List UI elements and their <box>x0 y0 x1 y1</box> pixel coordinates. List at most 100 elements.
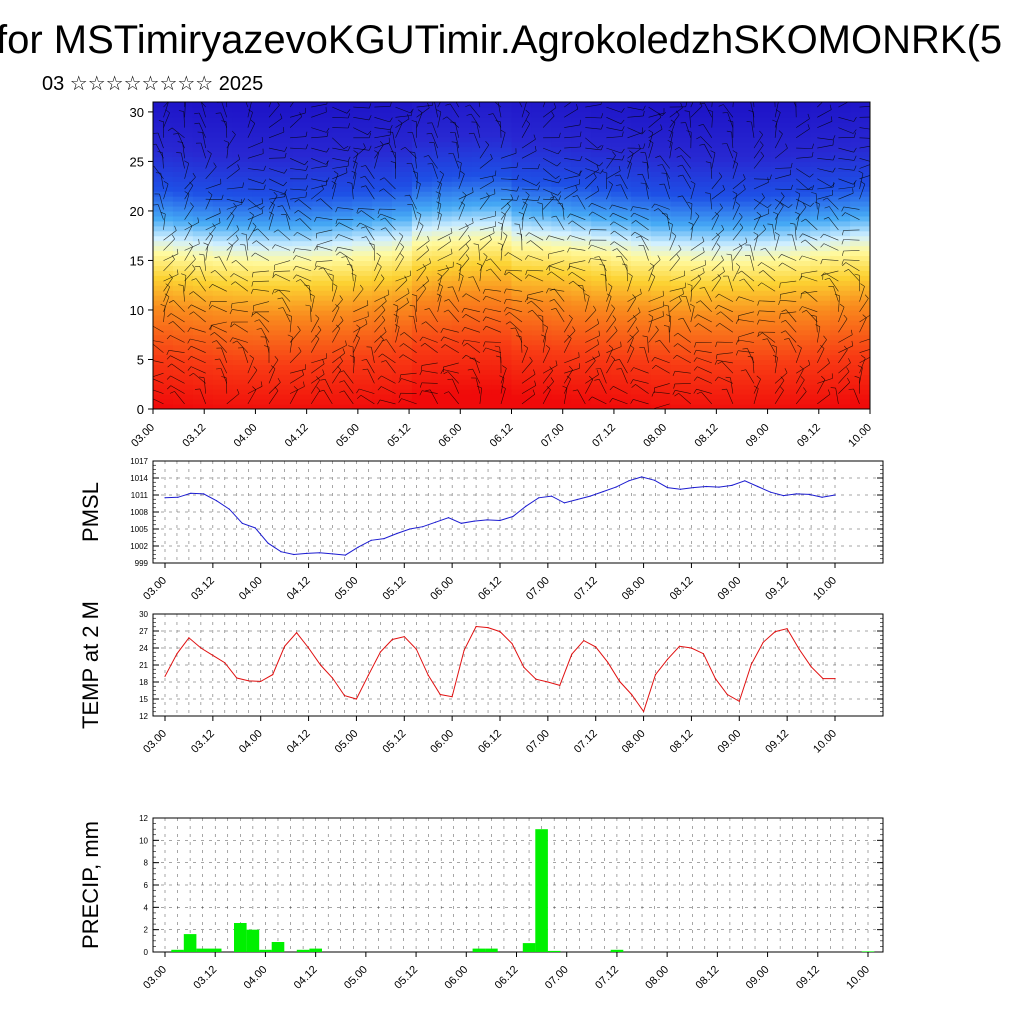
wind-barb-feather <box>468 234 471 240</box>
color-cell <box>670 111 692 118</box>
color-cell <box>312 359 333 366</box>
wind-barb-feather <box>721 255 724 261</box>
wind-barb-feather <box>349 355 355 358</box>
color-cell <box>192 344 214 351</box>
wind-barb <box>421 362 438 366</box>
wind-barb <box>543 178 559 184</box>
wind-barb-feather <box>714 376 719 381</box>
color-cell <box>292 146 313 153</box>
color-cell <box>670 230 692 237</box>
color-cell <box>631 121 652 128</box>
wind-barb-feather <box>270 365 276 369</box>
color-cell <box>810 102 831 108</box>
color-cell <box>491 210 513 217</box>
color-cell <box>372 220 393 227</box>
x-tick-label: 04.12 <box>292 964 320 992</box>
wind-barb-feather <box>252 240 257 244</box>
wind-barb-feather <box>309 293 315 297</box>
wind-barb <box>431 133 438 149</box>
color-cell <box>810 235 831 242</box>
color-cell <box>571 250 592 257</box>
color-cell <box>810 389 831 395</box>
wind-barb-feather <box>482 295 487 301</box>
color-cell <box>471 205 493 212</box>
wind-barb-feather <box>230 273 235 278</box>
color-cell <box>411 161 433 167</box>
wind-barb <box>548 265 565 272</box>
color-cell <box>232 205 254 212</box>
wind-barb <box>485 325 502 333</box>
wind-barb-feather <box>776 109 781 113</box>
wind-barb-feather <box>630 379 634 385</box>
color-cell <box>431 131 453 138</box>
color-cell <box>770 102 791 108</box>
wind-barb <box>353 316 369 323</box>
wind-barb <box>332 172 348 180</box>
color-cell <box>810 191 831 197</box>
color-cell <box>631 280 652 286</box>
wind-barb-feather <box>357 210 362 214</box>
precip-bar <box>472 948 486 952</box>
color-cell <box>172 384 194 390</box>
color-cell <box>850 260 870 266</box>
color-cell <box>850 300 870 306</box>
color-cell <box>591 300 612 306</box>
wind-barb <box>817 102 823 108</box>
wind-barb-feather <box>347 113 351 119</box>
wind-barb-feather <box>842 250 844 256</box>
color-cell <box>710 280 732 286</box>
color-cell <box>611 290 632 296</box>
color-cell <box>531 220 552 227</box>
color-cell <box>511 111 533 118</box>
color-cell <box>212 146 234 153</box>
wind-barb-feather <box>230 323 235 328</box>
wind-barb <box>690 272 705 282</box>
color-cell <box>531 349 552 356</box>
color-cell <box>252 205 274 212</box>
color-cell <box>212 181 234 187</box>
wind-barb-feather <box>198 238 200 244</box>
wind-barb <box>332 345 347 353</box>
color-cell <box>571 220 592 227</box>
color-cell <box>352 394 373 400</box>
wind-barb-feather <box>742 348 748 350</box>
wind-barb <box>838 158 855 161</box>
color-cell <box>153 196 174 202</box>
color-cell <box>471 106 493 113</box>
wind-barb <box>226 239 239 251</box>
wind-barb <box>395 316 399 333</box>
x-tick-label: 05.12 <box>380 575 408 603</box>
wind-barb <box>443 328 459 333</box>
wind-barb-feather <box>579 142 582 148</box>
color-cell <box>670 220 692 227</box>
wind-barb <box>585 309 597 323</box>
color-cell <box>770 270 791 276</box>
wind-barb-feather <box>343 145 349 150</box>
color-cell <box>790 404 811 409</box>
wind-barb-feather <box>568 365 573 371</box>
color-cell <box>790 260 811 266</box>
color-cell <box>172 151 194 158</box>
temp-series <box>164 625 836 713</box>
color-cell <box>830 230 851 237</box>
color-cell <box>292 349 313 356</box>
wind-barb-feather <box>533 369 536 375</box>
wind-barb <box>591 396 607 405</box>
wind-barb-feather <box>293 232 298 237</box>
wind-barb <box>212 284 227 292</box>
wind-barb <box>690 278 702 292</box>
wind-barb <box>859 317 867 333</box>
wind-barb <box>490 268 502 282</box>
wind-barb <box>500 198 517 201</box>
wind-barb-feather <box>600 145 604 151</box>
wind-barb-feather <box>610 230 615 235</box>
wind-barb-feather <box>854 376 860 378</box>
wind-barb <box>554 288 565 302</box>
wind-barb <box>606 348 614 364</box>
color-cell <box>292 121 313 128</box>
wind-barb <box>648 112 665 118</box>
precip-bar <box>208 948 222 952</box>
wind-barb <box>668 306 670 323</box>
wind-barb-feather <box>178 284 184 286</box>
wind-barb <box>669 142 673 159</box>
